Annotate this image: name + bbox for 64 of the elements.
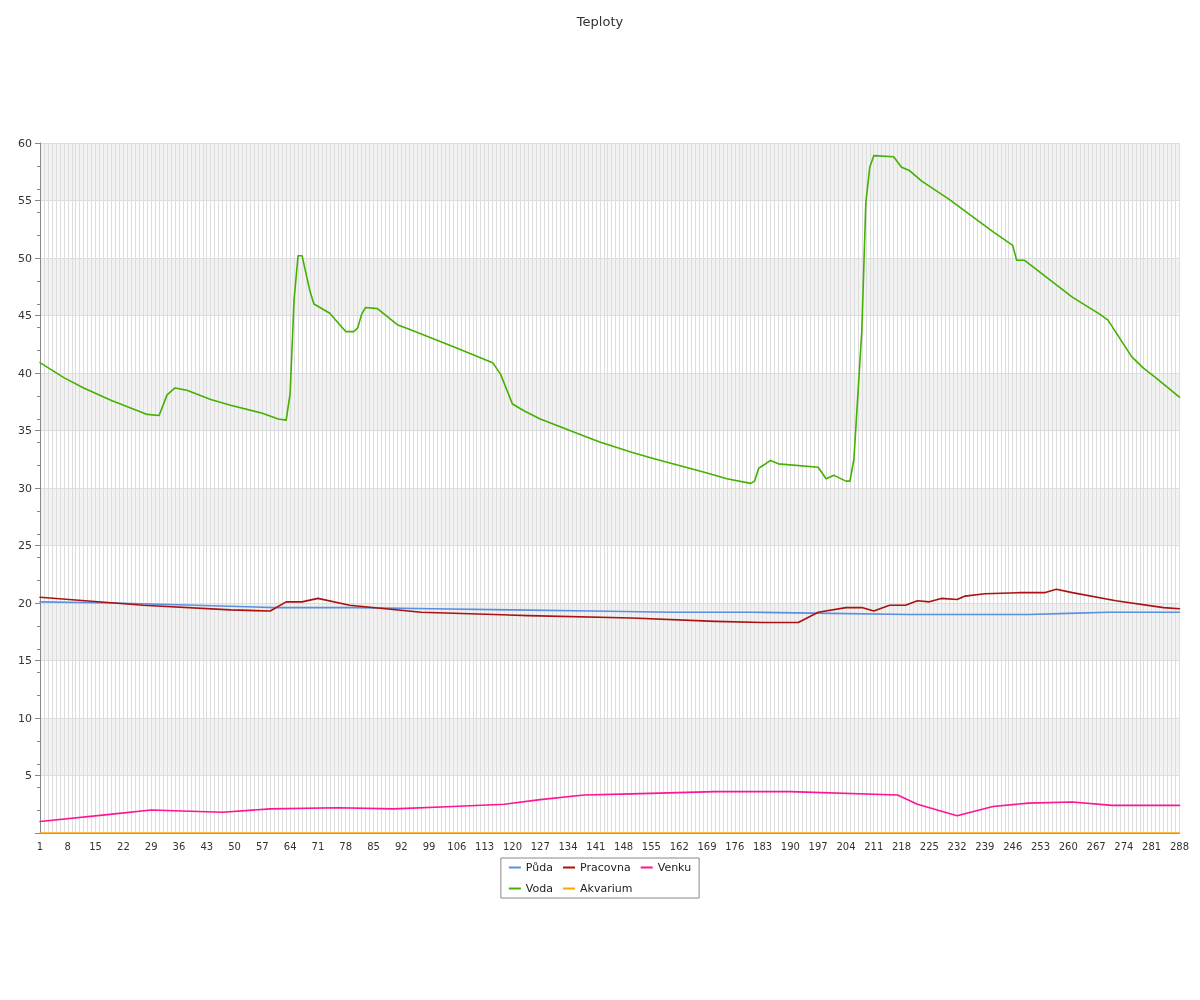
x-tick-label: 253 <box>1030 840 1051 852</box>
x-tick-label: 92 <box>394 840 408 852</box>
x-tick-label: 78 <box>339 840 353 852</box>
x-tick-label: 1 <box>36 840 44 852</box>
x-tick-label: 281 <box>1142 840 1162 852</box>
x-tick-label: 29 <box>144 840 158 852</box>
x-tick-label: 127 <box>530 840 550 852</box>
x-tick-label: 43 <box>200 840 214 852</box>
line-series <box>39 588 1181 624</box>
x-tick-label: 64 <box>283 840 297 852</box>
y-tick-label: 10 <box>18 711 32 725</box>
x-tick-label: 190 <box>780 840 800 852</box>
x-tick-label: 204 <box>836 840 856 852</box>
line-series <box>39 154 1181 485</box>
line-series <box>39 601 1181 616</box>
x-tick-label: 183 <box>753 840 773 852</box>
legend-label: Půda <box>525 861 554 874</box>
y-tick-label: 60 <box>18 136 32 150</box>
y-tick-label: 5 <box>25 769 32 782</box>
x-tick-label: 274 <box>1114 840 1134 852</box>
line-series <box>39 790 1181 823</box>
legend-label: Pracovna <box>580 861 631 874</box>
x-tick-label: 197 <box>808 840 828 852</box>
x-tick-label: 246 <box>1003 840 1023 852</box>
x-tick-label: 36 <box>172 840 186 852</box>
x-tick-label: 288 <box>1169 840 1189 852</box>
x-tick-label: 155 <box>641 840 661 852</box>
x-tick-label: 225 <box>919 840 939 852</box>
y-tick-label: 35 <box>18 424 32 437</box>
y-tick-label: 50 <box>18 251 32 265</box>
x-tick-label: 267 <box>1086 840 1106 852</box>
y-tick-label: 30 <box>18 481 32 495</box>
x-tick-label: 113 <box>475 840 495 852</box>
x-tick-label: 8 <box>64 840 71 852</box>
x-tick-label: 120 <box>502 840 522 852</box>
y-tick-label: 55 <box>18 194 32 207</box>
legend-label: Venku <box>657 861 692 874</box>
x-tick-label: 15 <box>89 840 102 852</box>
y-tick-label: 40 <box>18 366 32 380</box>
x-tick-label: 169 <box>697 840 717 852</box>
x-tick-label: 71 <box>311 840 325 852</box>
chart-title: Teploty <box>575 14 624 29</box>
y-tick-label: 15 <box>18 654 32 667</box>
x-tick-label: 106 <box>447 840 467 852</box>
legend-label: Akvarium <box>580 882 633 895</box>
x-tick-label: 141 <box>586 840 606 852</box>
x-tick-label: 239 <box>975 840 995 852</box>
x-tick-label: 148 <box>614 840 634 852</box>
x-tick-label: 260 <box>1058 840 1078 852</box>
legend-label: Voda <box>525 882 553 895</box>
x-tick-label: 232 <box>947 840 967 852</box>
x-tick-label: 162 <box>669 840 689 852</box>
y-tick-label: 20 <box>18 596 32 610</box>
x-tick-label: 134 <box>558 840 578 852</box>
x-tick-label: 57 <box>255 840 269 852</box>
x-tick-label: 211 <box>864 840 884 852</box>
x-tick-label: 22 <box>117 840 130 852</box>
x-tick-label: 85 <box>367 840 380 852</box>
x-tick-label: 218 <box>891 840 912 852</box>
y-tick-label: 25 <box>18 539 32 552</box>
x-tick-label: 99 <box>422 840 436 852</box>
y-tick-label: 45 <box>18 309 32 322</box>
x-tick-label: 50 <box>228 840 241 852</box>
x-tick-label: 176 <box>725 840 745 852</box>
